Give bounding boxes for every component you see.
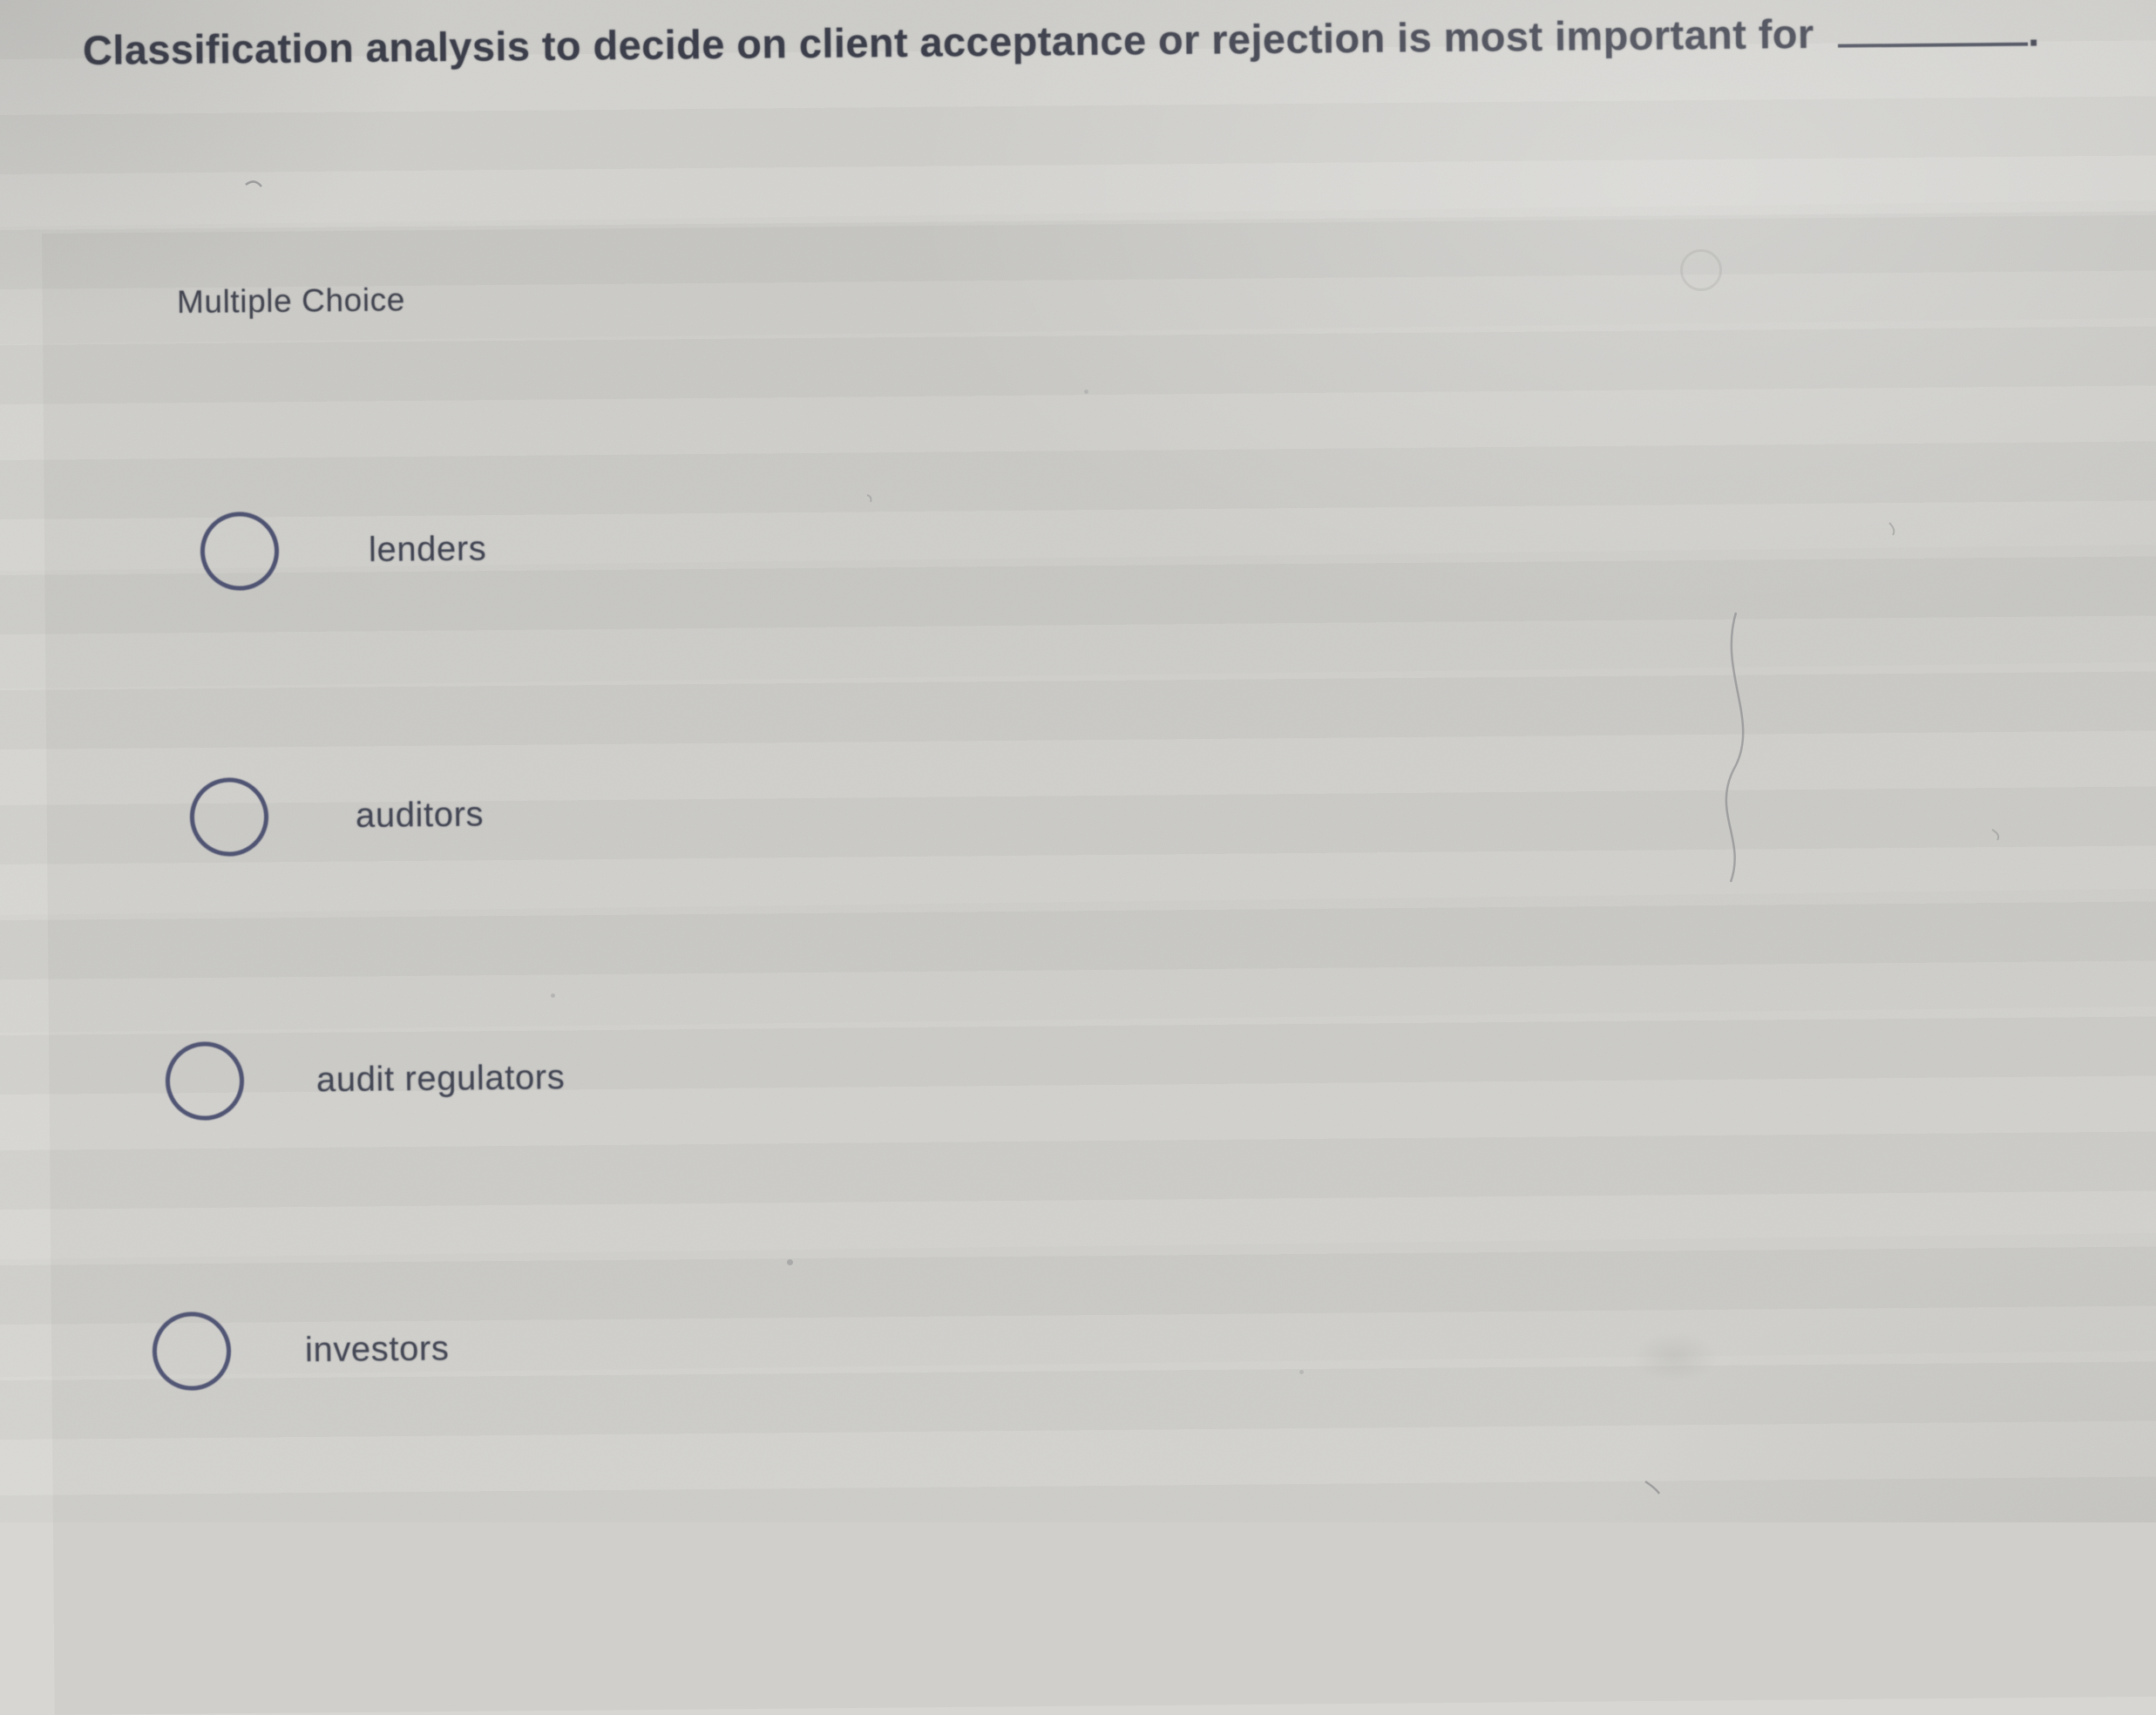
option-row-investors[interactable]: investors [152,1309,450,1391]
question-title: Classification analysis to decide on cli… [83,7,2040,74]
question-content: Classification analysis to decide on cli… [83,7,2040,1391]
fill-in-blank-underline [1838,35,2029,48]
option-label[interactable]: auditors [355,794,485,835]
question-suffix: . [2027,8,2040,55]
option-label[interactable]: investors [304,1328,450,1369]
option-row-audit-regulators[interactable]: audit regulators [165,1038,566,1121]
radio-button[interactable] [152,1312,232,1391]
radio-button[interactable] [189,777,269,857]
option-label[interactable]: audit regulators [315,1057,566,1099]
option-row-auditors[interactable]: auditors [189,775,485,857]
option-label[interactable]: lenders [368,529,487,569]
option-row-lenders[interactable]: lenders [200,510,487,591]
radio-button[interactable] [200,512,280,591]
radio-button[interactable] [165,1041,245,1121]
page-background: { "question": { "text": "Classification … [0,0,2156,1522]
question-type-label: Multiple Choice [176,281,406,320]
question-text: Classification analysis to decide on cli… [82,10,1814,73]
